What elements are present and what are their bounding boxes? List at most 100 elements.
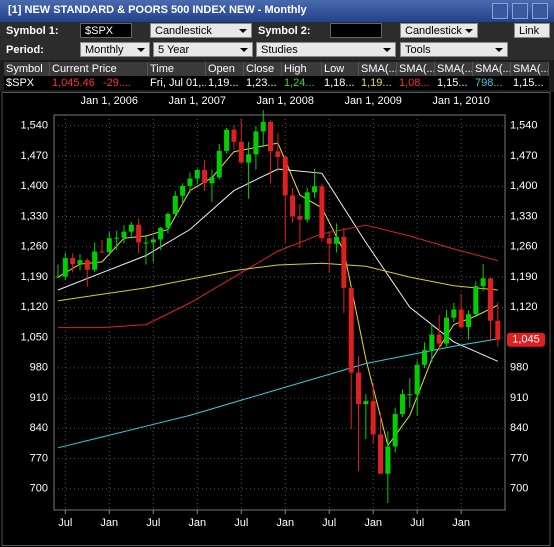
candle-body [268,121,274,152]
candle-body [363,401,369,405]
y-tick-label: 770 [30,452,48,464]
y-tick-label: 1,470 [510,150,538,162]
top-x-tick-label: Jan 1, 2009 [344,95,402,107]
x-tick-label: Jan [100,517,118,529]
y-tick-label: 700 [30,483,48,495]
top-x-tick-label: Jan 1, 2010 [432,95,490,107]
symbol2-input[interactable] [330,23,382,38]
y-tick-label: 1,120 [20,301,48,313]
quote-cell: $SPX [4,76,50,90]
y-tick-label: 910 [510,392,528,404]
x-tick-label: Jul [410,517,424,529]
y-tick-label: 1,400 [510,180,538,192]
y-tick-label: 1,540 [510,120,538,132]
candle-body [84,260,90,270]
candle-body [334,236,340,244]
candle-body [341,236,347,288]
candle-body [77,260,83,265]
quote-cell: 1,19... [359,76,397,90]
candle-body [465,314,471,328]
y-tick-label: 1,470 [20,150,48,162]
candle-body [260,121,266,132]
price-tag: 1,045 [512,334,540,346]
candle-body [92,251,98,270]
y-tick-label: 1,330 [20,210,48,222]
moving-average-line [57,262,498,302]
column-header: Time [148,62,206,76]
symbol1-input[interactable]: $SPX [80,23,132,38]
x-tick-label: Jul [234,517,248,529]
candle-body [436,334,442,344]
quote-cell: 1,15... [511,76,549,90]
candle-body [194,169,200,179]
range-dropdown[interactable]: 5 Year [153,42,253,57]
candle-body [282,156,288,196]
column-header: Open [206,62,244,76]
candle-body [385,446,391,474]
quote-cell: 1,24... [282,76,322,90]
y-tick-label: 1,190 [20,271,48,283]
candle-body [378,434,384,474]
chart-style2-dropdown[interactable]: Candlestick [400,23,478,38]
column-header: SMA(... [397,62,435,76]
top-x-tick-label: Jan 1, 2007 [169,95,227,107]
symbol2-label: Symbol 2: [258,25,311,37]
quote-cell: Fri, Jul 01,... [148,76,206,90]
tools-dropdown[interactable]: Tools [400,42,508,57]
candle-body [429,334,435,351]
chart-style1-dropdown[interactable]: Candlestick [150,23,252,38]
chart: 1,540 1,540 1,470 1,470 1,400 1,400 1,330 1,330… [0,92,554,547]
candle-body [451,309,457,318]
y-tick-label: 1,050 [20,331,48,343]
candle-body [370,401,376,435]
quote-cell: 1,19... [206,76,244,90]
period-dropdown[interactable]: Monthly [80,42,150,57]
maximize-button[interactable] [512,3,528,19]
candle-body [238,141,244,163]
x-tick-label: Jul [58,517,72,529]
column-header: High [282,62,322,76]
candle-body [150,239,156,243]
close-button[interactable] [532,3,548,19]
symbol-toolbar: Symbol 1: $SPX Candlestick Symbol 2: Can… [0,22,554,41]
y-tick-label: 1,400 [20,180,48,192]
candle-body [392,414,398,447]
candle-body [114,237,120,239]
candle-body [473,286,479,315]
candle-body [495,320,501,340]
x-tick-label: Jan [276,517,294,529]
candle-body [422,350,427,365]
quote-cell: 1,15... [435,76,473,90]
y-tick-label: 840 [30,422,48,434]
candle-body [246,154,252,163]
candle-body [414,364,420,395]
candle-body [136,224,142,243]
candle-body [326,238,332,244]
y-tick-label: 980 [510,362,528,374]
symbol1-label: Symbol 1: [6,25,59,37]
candle-body [216,150,222,178]
column-header: SMA(... [359,62,397,76]
window-title: [1] NEW STANDARD & POORS 500 INDEX NEW -… [8,4,307,16]
candle-body [128,224,134,232]
quote-cell: 1,08... [397,76,435,90]
title-bar: [1] NEW STANDARD & POORS 500 INDEX NEW -… [0,0,554,22]
column-header: Low [322,62,359,76]
link-button[interactable]: Link 1 [514,23,550,38]
x-tick-label: Jan [452,517,470,529]
candle-body [253,131,259,155]
x-tick-label: Jul [146,517,160,529]
candle-body [290,195,296,217]
studies-dropdown[interactable]: Studies [256,42,396,57]
candle-body [312,186,318,193]
minimize-button[interactable] [492,3,508,19]
candle-body [209,177,215,184]
candle-body [480,278,486,287]
moving-average-line [58,224,498,329]
candle-body [99,251,105,253]
top-x-tick-label: Jan 1, 2006 [81,95,139,107]
quote-cell: 798... [473,76,511,90]
period-label: Period: [6,44,44,56]
y-tick-label: 1,260 [510,241,538,253]
